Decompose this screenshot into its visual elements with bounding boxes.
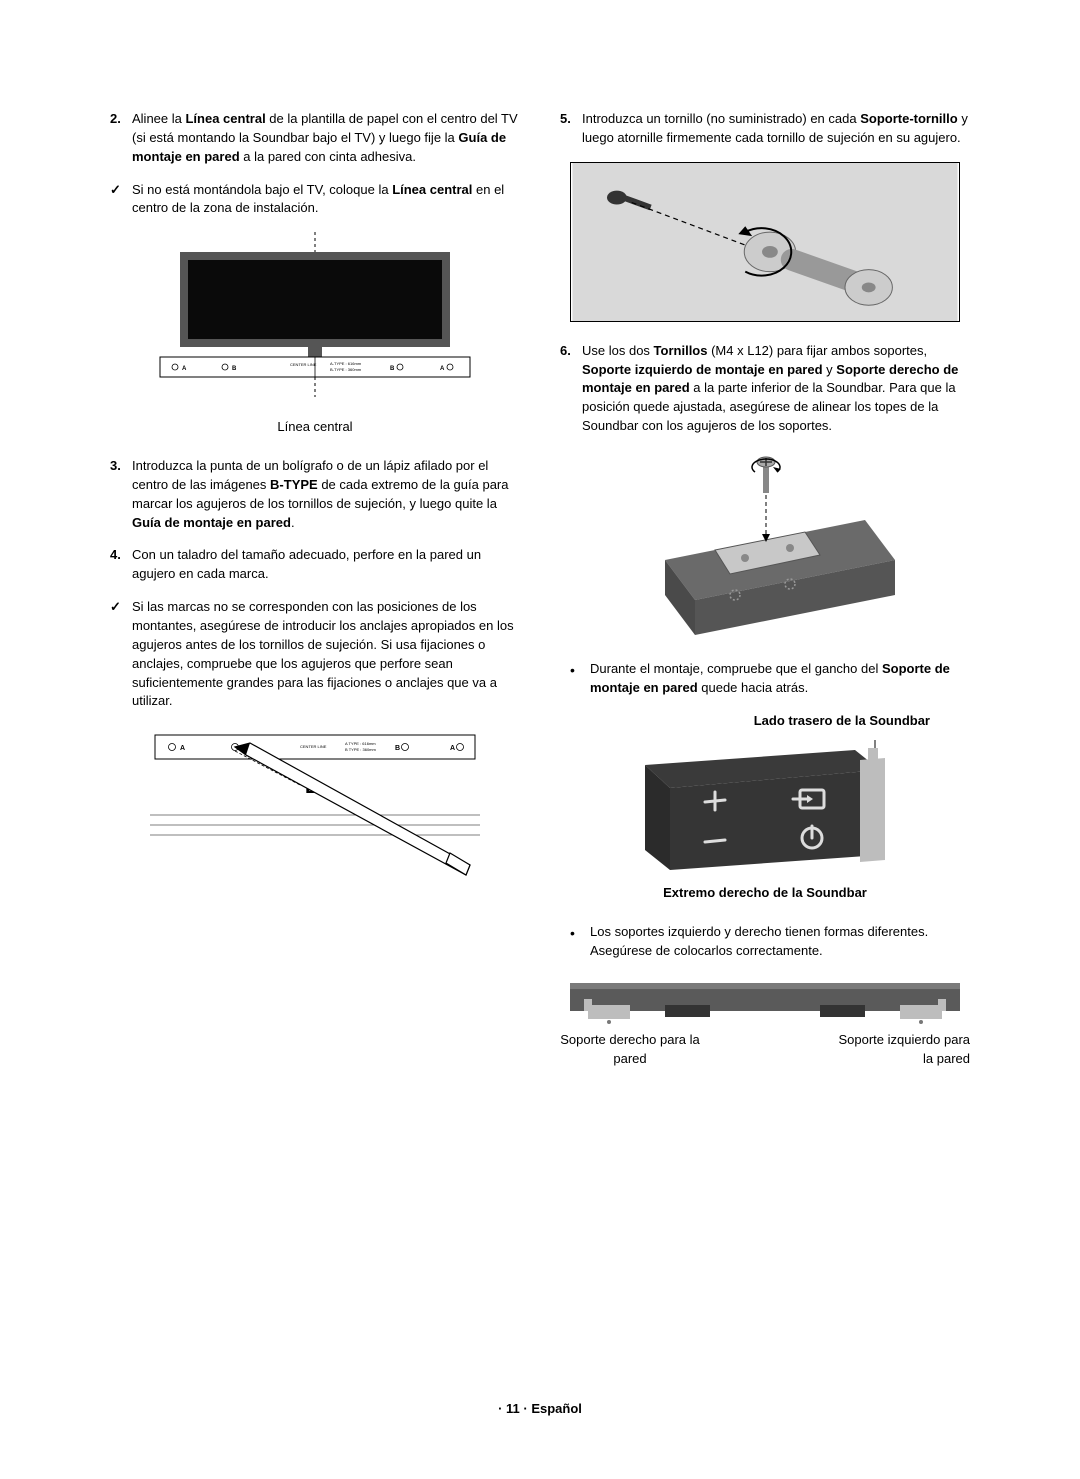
page-footer: · 11 · Español: [0, 1400, 1080, 1419]
svg-text:A: A: [450, 745, 455, 752]
step-text: Introduzca un tornillo (no suministrado)…: [582, 110, 970, 148]
step-text: Introduzca la punta de un bolígrafo o de…: [132, 457, 520, 532]
figure-bracket-screw: [560, 450, 970, 640]
figure-caption-linea-central: Línea central: [110, 418, 520, 437]
step-text: Con un taladro del tamaño adecuado, perf…: [132, 546, 520, 584]
svg-text:CENTER LINE: CENTER LINE: [300, 744, 327, 749]
svg-text:A TYPE : 616mm: A TYPE : 616mm: [345, 741, 376, 746]
label-bracket-left: Soporte izquierdo para la pared: [830, 1031, 970, 1069]
label-A-right: A: [440, 366, 445, 372]
label-B-right: B: [390, 366, 395, 372]
step-number: 2.: [110, 110, 132, 167]
label-rear-side: Lado trasero de la Soundbar: [560, 712, 930, 731]
step-6: 6. Use los dos Tornillos (M4 x L12) para…: [560, 342, 970, 436]
step-2: 2. Alinee la Línea central de la plantil…: [110, 110, 520, 167]
step-4: 4. Con un taladro del tamaño adecuado, p…: [110, 546, 520, 584]
svg-text:B TYPE : 360mm: B TYPE : 360mm: [345, 747, 376, 752]
left-column: 2. Alinee la Línea central de la plantil…: [110, 110, 520, 1073]
screw-icon: [757, 457, 775, 493]
note-text: Si las marcas no se corresponden con las…: [132, 598, 520, 711]
bullet-bracket-shapes: • Los soportes izquierdo y derecho tiene…: [570, 923, 970, 961]
svg-text:A: A: [180, 745, 185, 752]
bullet-text: Los soportes izquierdo y derecho tienen …: [590, 923, 970, 961]
step-number: 6.: [560, 342, 582, 436]
pen-icon: [235, 743, 470, 875]
note-text: Si no está montándola bajo el TV, coloqu…: [132, 181, 520, 219]
right-column: 5. Introduzca un tornillo (no suministra…: [560, 110, 970, 1073]
step-text: Alinee la Línea central de la plantilla …: [132, 110, 520, 167]
figure-pen-marking: A B CENTER LINE A TYPE : 616mm B TYPE : …: [110, 725, 520, 905]
bullet-text: Durante el montaje, compruebe que el gan…: [590, 660, 970, 698]
label-center: CENTER LINE: [290, 362, 317, 367]
check-icon: ✓: [110, 181, 132, 219]
figure-rear-soundbar: Extremo derecho de la Soundbar: [560, 740, 970, 903]
figure-screw-holder: [560, 162, 970, 322]
bullet-mounting-hook: • Durante el montaje, compruebe que el g…: [570, 660, 970, 698]
step-number: 5.: [560, 110, 582, 148]
figure-bracket-pair: Soporte derecho para la pared Soporte iz…: [560, 975, 970, 1069]
bracket-labels: Soporte derecho para la pared Soporte iz…: [560, 1031, 970, 1069]
figure-tv-template: A B CENTER LINE A-TYPE : 616mm B-TYPE : …: [110, 232, 520, 437]
label-bracket-right: Soporte derecho para la pared: [560, 1031, 700, 1069]
label-btype: B-TYPE : 360mm: [330, 367, 362, 372]
svg-text:B: B: [395, 745, 400, 752]
step-4-note: ✓ Si las marcas no se corresponden con l…: [110, 598, 520, 711]
label-atype: A-TYPE : 616mm: [330, 361, 362, 366]
bullet-icon: •: [570, 923, 590, 961]
check-icon: ✓: [110, 598, 132, 711]
step-3: 3. Introduzca la punta de un bolígrafo o…: [110, 457, 520, 532]
label-A-left: A: [182, 366, 187, 372]
label-right-end: Extremo derecho de la Soundbar: [560, 884, 970, 903]
label-B-left: B: [232, 366, 237, 372]
step-5: 5. Introduzca un tornillo (no suministra…: [560, 110, 970, 148]
step-number: 4.: [110, 546, 132, 584]
step-number: 3.: [110, 457, 132, 532]
step-2-note: ✓ Si no está montándola bajo el TV, colo…: [110, 181, 520, 219]
step-text: Use los dos Tornillos (M4 x L12) para fi…: [582, 342, 970, 436]
bullet-icon: •: [570, 660, 590, 698]
